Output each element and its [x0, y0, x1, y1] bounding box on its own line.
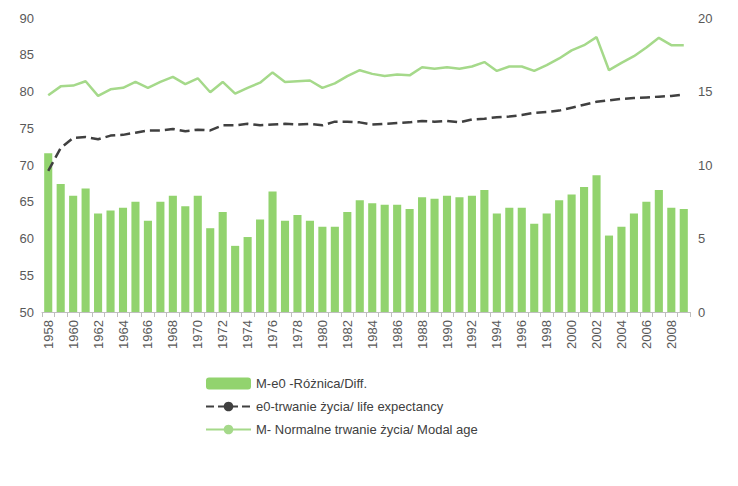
svg-text:75: 75 — [20, 121, 34, 136]
svg-text:1986: 1986 — [390, 320, 405, 349]
svg-text:2004: 2004 — [614, 320, 629, 349]
svg-text:1978: 1978 — [290, 320, 305, 349]
svg-text:10: 10 — [698, 158, 712, 173]
svg-text:15: 15 — [698, 84, 712, 99]
svg-text:65: 65 — [20, 194, 34, 209]
svg-text:2006: 2006 — [639, 320, 654, 349]
svg-text:90: 90 — [20, 11, 34, 26]
svg-text:1964: 1964 — [116, 320, 131, 349]
svg-text:1976: 1976 — [265, 320, 280, 349]
svg-text:5: 5 — [698, 231, 705, 246]
svg-text:1988: 1988 — [415, 320, 430, 349]
svg-text:1966: 1966 — [140, 320, 155, 349]
svg-text:80: 80 — [20, 84, 34, 99]
svg-text:1968: 1968 — [165, 320, 180, 349]
svg-text:1982: 1982 — [340, 320, 355, 349]
svg-text:1984: 1984 — [365, 320, 380, 349]
svg-text:1974: 1974 — [240, 320, 255, 349]
svg-text:1994: 1994 — [489, 320, 504, 349]
svg-text:M-e0 -Różnica/Diff.: M-e0 -Różnica/Diff. — [256, 376, 367, 391]
svg-text:1998: 1998 — [539, 320, 554, 349]
svg-text:60: 60 — [20, 231, 34, 246]
svg-text:0: 0 — [698, 305, 705, 320]
svg-text:1972: 1972 — [215, 320, 230, 349]
svg-text:1958: 1958 — [41, 320, 56, 349]
svg-text:50: 50 — [20, 305, 34, 320]
svg-text:85: 85 — [20, 47, 34, 62]
svg-text:e0-trwanie życia/ life expecta: e0-trwanie życia/ life expectancy — [256, 399, 444, 414]
svg-text:2002: 2002 — [589, 320, 604, 349]
svg-text:1962: 1962 — [91, 320, 106, 349]
svg-text:1992: 1992 — [464, 320, 479, 349]
svg-text:2000: 2000 — [564, 320, 579, 349]
svg-text:1980: 1980 — [315, 320, 330, 349]
svg-text:1970: 1970 — [190, 320, 205, 349]
svg-text:2008: 2008 — [664, 320, 679, 349]
svg-text:1960: 1960 — [66, 320, 81, 349]
svg-text:70: 70 — [20, 158, 34, 173]
svg-text:1990: 1990 — [440, 320, 455, 349]
svg-text:20: 20 — [698, 11, 712, 26]
svg-text:1996: 1996 — [514, 320, 529, 349]
svg-text:55: 55 — [20, 268, 34, 283]
svg-text:M- Normalne trwanie życia/ Mod: M- Normalne trwanie życia/ Modal age — [256, 422, 478, 437]
